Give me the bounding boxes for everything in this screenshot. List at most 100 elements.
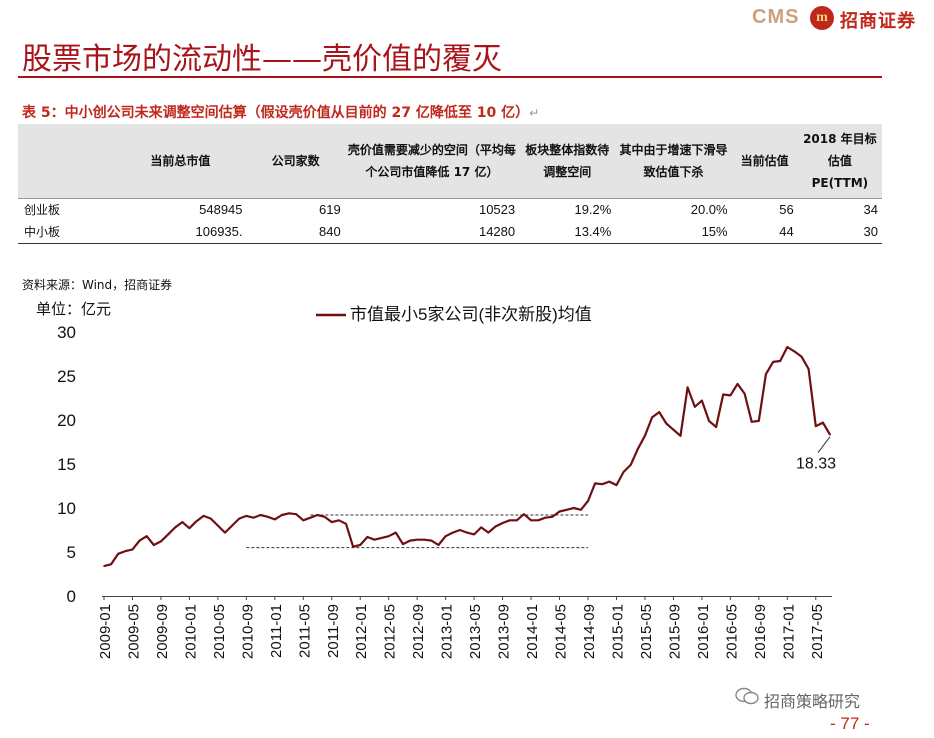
table-header-cell bbox=[18, 124, 115, 199]
table-cell: 创业板 bbox=[24, 203, 61, 217]
data-point bbox=[807, 368, 810, 370]
data-point bbox=[231, 524, 233, 527]
x-tick-label: 2013-01 bbox=[439, 604, 456, 659]
page-title: 股票市场的流动性——壳价值的覆灭 bbox=[22, 42, 502, 77]
data-point bbox=[153, 544, 155, 546]
data-point bbox=[572, 507, 575, 509]
brand-name: 招商证券 bbox=[840, 11, 916, 32]
table-header-cell: 当前估值 bbox=[731, 124, 798, 199]
data-point bbox=[601, 483, 604, 486]
x-tick-label: 2009-05 bbox=[125, 604, 142, 659]
legend-label: 市值最小5家公司(非次新股)均值 bbox=[350, 305, 592, 324]
x-tick-label: 2012-09 bbox=[410, 604, 427, 659]
data-point bbox=[160, 540, 162, 543]
data-point bbox=[430, 539, 433, 542]
table-cell: 619 bbox=[319, 202, 341, 217]
x-tick-label: 2016-05 bbox=[723, 604, 740, 659]
x-tick-label: 2012-01 bbox=[353, 604, 370, 659]
data-point bbox=[103, 565, 105, 567]
page-number: - 77 - bbox=[830, 714, 870, 733]
data-point bbox=[359, 544, 362, 546]
data-point bbox=[266, 516, 269, 518]
y-tick-label: 5 bbox=[67, 543, 76, 562]
data-point bbox=[209, 517, 212, 520]
table-caption: 表 5：中小创公司未来调整空间估算（假设壳价值从目前的 27 亿降低至 10 亿… bbox=[22, 102, 539, 122]
table-cell: 548945 bbox=[199, 202, 243, 217]
table-header-cell: 2018 年目标估值 PE(TTM) bbox=[797, 124, 882, 199]
table-cell: 840 bbox=[246, 221, 345, 244]
data-point bbox=[259, 514, 262, 516]
table-source: 资料来源：Wind，招商证券 bbox=[22, 278, 173, 292]
x-tick-label: 2010-01 bbox=[182, 604, 199, 659]
data-point bbox=[729, 394, 732, 397]
data-point bbox=[615, 484, 618, 486]
data-point bbox=[323, 516, 326, 518]
data-point bbox=[473, 533, 475, 536]
data-point bbox=[587, 500, 589, 502]
data-point bbox=[138, 539, 141, 542]
brand-cms: CMS bbox=[752, 6, 800, 28]
data-point bbox=[188, 527, 191, 530]
data-point bbox=[302, 519, 305, 522]
data-point bbox=[451, 531, 454, 534]
data-point bbox=[779, 360, 781, 362]
data-point bbox=[743, 392, 746, 395]
data-point bbox=[651, 416, 653, 419]
data-point bbox=[444, 535, 447, 537]
paragraph-mark-icon: ↵ bbox=[529, 106, 540, 120]
brand-logo: CMS m 招商证券 bbox=[742, 4, 932, 32]
data-point bbox=[110, 563, 112, 566]
data-point bbox=[715, 426, 717, 428]
data-point bbox=[765, 373, 767, 376]
data-point bbox=[466, 531, 468, 534]
table-cell: 19.2% bbox=[574, 202, 612, 217]
data-point bbox=[281, 514, 283, 516]
table-row: 中小板 106935. 840 14280 13.4% 15% 44 30 bbox=[18, 221, 882, 244]
table-cell: 15% bbox=[615, 221, 732, 244]
data-point bbox=[544, 516, 547, 519]
data-point bbox=[124, 550, 127, 552]
data-point bbox=[480, 526, 483, 529]
x-tick-label: 2015-09 bbox=[666, 604, 683, 659]
table-cell: 中小板 bbox=[18, 221, 115, 244]
data-point bbox=[679, 435, 682, 437]
valuation-table: 当前总市值 公司家数 壳价值需要减少的空间（平均每个公司市值降低 17 亿） 板… bbox=[18, 124, 882, 244]
chart-annotations: 18.33 bbox=[796, 436, 836, 473]
data-point bbox=[494, 525, 497, 528]
data-point bbox=[252, 516, 255, 519]
x-tick-label: 2011-09 bbox=[325, 604, 342, 658]
data-point bbox=[117, 552, 120, 555]
annotation-label: 18.33 bbox=[796, 456, 836, 473]
data-point bbox=[352, 545, 354, 548]
data-point bbox=[537, 519, 539, 522]
data-point bbox=[693, 406, 696, 408]
x-tick-label: 2016-09 bbox=[752, 604, 769, 659]
x-tick-label: 2013-05 bbox=[467, 604, 484, 659]
x-tick-label: 2014-09 bbox=[581, 604, 598, 659]
data-point bbox=[686, 386, 689, 389]
data-point bbox=[622, 471, 625, 473]
table-cell: 30 bbox=[797, 221, 882, 244]
x-tick-label: 2009-01 bbox=[97, 604, 114, 659]
data-point bbox=[409, 539, 411, 542]
data-point bbox=[658, 411, 660, 413]
data-point bbox=[565, 508, 568, 511]
data-point bbox=[366, 536, 369, 538]
chart-unit-label: 单位：亿元 bbox=[36, 301, 112, 318]
x-tick-label: 2017-01 bbox=[780, 604, 797, 659]
table-cell: 10523 bbox=[478, 202, 516, 217]
data-point bbox=[387, 535, 390, 537]
data-point bbox=[181, 521, 184, 523]
brand-emblem-icon: m bbox=[810, 6, 834, 30]
data-point bbox=[274, 518, 276, 521]
data-point bbox=[245, 515, 248, 517]
data-point bbox=[309, 516, 312, 519]
table-cell: 20.0% bbox=[690, 202, 728, 217]
x-tick-label: 2017-05 bbox=[809, 604, 826, 659]
data-point bbox=[295, 513, 297, 515]
data-point bbox=[330, 521, 333, 523]
table-header-cell: 公司家数 bbox=[246, 124, 345, 199]
y-axis: 0 5 10 15 20 25 30 bbox=[57, 323, 76, 606]
y-tick-label: 15 bbox=[57, 455, 76, 474]
